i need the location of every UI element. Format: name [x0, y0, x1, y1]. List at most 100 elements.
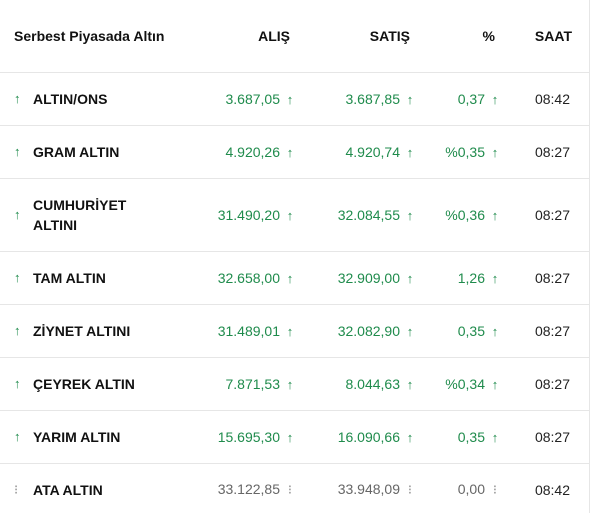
row-name-cell: ⁝ ATA ALTIN: [0, 463, 170, 516]
row-name-cell: ↑ ÇEYREK ALTIN: [0, 357, 170, 410]
table-row[interactable]: ↑ GRAM ALTIN 4.920,26 ↑ 4.920,74 ↑ %0,35 ↑ 08:27: [0, 125, 590, 178]
arrow-up-icon: ↑: [286, 376, 294, 392]
row-percent-value: %0,36: [445, 206, 485, 223]
arrow-up-icon: ↑: [491, 207, 499, 223]
header-sell-label: SATIŞ: [369, 27, 410, 44]
row-percent-cell: 0,35 ↑: [420, 304, 505, 357]
row-buy-value: 15.695,30: [217, 428, 280, 445]
row-name-link[interactable]: ALTIN/ONS: [33, 90, 108, 107]
table-row[interactable]: ↑ TAM ALTIN 32.658,00 ↑ 32.909,00 ↑ 1,26 ↑ 08:27: [0, 251, 590, 304]
row-sell-cell: 3.687,85 ↑: [300, 72, 420, 125]
table-row[interactable]: ↑ YARIM ALTIN 15.695,30 ↑ 16.090,66 ↑ 0,35 ↑ 08:…: [0, 410, 590, 463]
row-percent-cell: %0,35 ↑: [420, 125, 505, 178]
row-time-cell: 08:27: [505, 357, 590, 410]
row-sell-cell: 32.084,55 ↑: [300, 178, 420, 251]
row-name-link[interactable]: ZİYNET ALTINI: [33, 322, 131, 339]
arrow-up-icon: ↑: [286, 207, 294, 223]
row-percent-value: 0,00: [457, 481, 485, 498]
row-name-link[interactable]: GRAM ALTIN: [33, 143, 120, 160]
row-name-link[interactable]: CUMHURİYET ALTINI: [33, 196, 127, 233]
row-time-cell: 08:42: [505, 463, 590, 516]
row-percent-cell: 0,00 ⁝: [420, 463, 505, 516]
row-name-link[interactable]: ÇEYREK ALTIN: [33, 375, 135, 392]
row-percent-value: 0,35: [457, 322, 485, 339]
row-percent-value: 1,26: [457, 269, 485, 286]
row-time-cell: 08:42: [505, 72, 590, 125]
row-sell-value: 32.084,55: [337, 206, 400, 223]
info-dots-icon: ⁝: [492, 482, 498, 498]
row-time-value: 08:27: [534, 428, 570, 445]
row-percent-cell: %0,36 ↑: [420, 178, 505, 251]
arrow-up-icon: ↑: [14, 91, 21, 106]
row-name-cell: ↑ ALTIN/ONS: [0, 72, 170, 125]
arrow-up-icon: ↑: [491, 376, 499, 392]
table-row[interactable]: ↑ CUMHURİYET ALTINI 31.490,20 ↑ 32.084,55 ↑ %0…: [0, 178, 590, 251]
table-row[interactable]: ↑ ALTIN/ONS 3.687,05 ↑ 3.687,85 ↑ 0,37 ↑ 08:42: [0, 72, 590, 125]
header-time-label: SAAT: [534, 27, 572, 44]
row-buy-value: 31.490,20: [217, 206, 280, 223]
row-buy-cell: 15.695,30 ↑: [170, 410, 300, 463]
row-name-cell: ↑ TAM ALTIN: [0, 251, 170, 304]
header-percent-label: %: [482, 27, 495, 44]
row-time-value: 08:27: [534, 375, 570, 392]
header-percent[interactable]: %: [420, 0, 505, 72]
arrow-up-icon: ↑: [286, 429, 294, 445]
row-sell-value: 8.044,63: [345, 375, 401, 392]
arrow-up-icon: ↑: [491, 91, 499, 107]
table-header-row: Serbest Piyasada Altın ALIŞ SATIŞ % SAAT: [0, 0, 590, 72]
arrow-up-icon: ↑: [491, 323, 499, 339]
info-dots-icon: ⁝: [407, 482, 413, 498]
arrow-up-icon: ↑: [286, 270, 294, 286]
row-percent-value: 0,37: [457, 90, 485, 107]
row-time-value: 08:27: [534, 269, 570, 286]
row-buy-value: 4.920,26: [225, 143, 281, 160]
header-buy[interactable]: ALIŞ: [170, 0, 300, 72]
row-buy-value: 31.489,01: [217, 322, 280, 339]
row-time-value: 08:27: [534, 322, 570, 339]
row-sell-cell: 33.948,09 ⁝: [300, 463, 420, 516]
arrow-up-icon: ↑: [14, 429, 21, 444]
arrow-up-icon: ↑: [14, 144, 21, 159]
row-sell-cell: 32.909,00 ↑: [300, 251, 420, 304]
row-percent-value: %0,34: [445, 375, 485, 392]
row-name-link[interactable]: TAM ALTIN: [33, 269, 106, 286]
row-buy-cell: 4.920,26 ↑: [170, 125, 300, 178]
arrow-up-icon: ↑: [406, 270, 414, 286]
row-time-cell: 08:27: [505, 178, 590, 251]
arrow-up-icon: ↑: [286, 91, 294, 107]
row-sell-value: 32.082,90: [337, 322, 400, 339]
row-percent-cell: %0,34 ↑: [420, 357, 505, 410]
header-title: Serbest Piyasada Altın: [14, 27, 165, 44]
arrow-up-icon: ↑: [406, 429, 414, 445]
row-sell-cell: 16.090,66 ↑: [300, 410, 420, 463]
arrow-up-icon: ↑: [406, 323, 414, 339]
row-percent-cell: 0,35 ↑: [420, 410, 505, 463]
row-percent-value: %0,35: [445, 143, 485, 160]
row-name-cell: ↑ ZİYNET ALTINI: [0, 304, 170, 357]
row-buy-value: 7.871,53: [225, 375, 281, 392]
row-name-cell: ↑ YARIM ALTIN: [0, 410, 170, 463]
header-sell[interactable]: SATIŞ: [300, 0, 420, 72]
row-name-link[interactable]: ATA ALTIN: [33, 481, 103, 498]
table-row[interactable]: ↑ ZİYNET ALTINI 31.489,01 ↑ 32.082,90 ↑ 0,35 ↑ 0…: [0, 304, 590, 357]
row-time-value: 08:42: [534, 481, 570, 498]
header-buy-label: ALIŞ: [258, 27, 290, 44]
table-row[interactable]: ⁝ ATA ALTIN 33.122,85 ⁝ 33.948,09 ⁝ 0,00 ⁝ 08:42: [0, 463, 590, 516]
row-percent-cell: 0,37 ↑: [420, 72, 505, 125]
row-buy-cell: 33.122,85 ⁝: [170, 463, 300, 516]
row-time-value: 08:42: [534, 90, 570, 107]
info-dots-icon: ⁝: [287, 482, 293, 498]
row-buy-cell: 32.658,00 ↑: [170, 251, 300, 304]
arrow-up-icon: ↑: [406, 376, 414, 392]
arrow-up-icon: ↑: [406, 91, 414, 107]
arrow-up-icon: ↑: [491, 144, 499, 160]
header-time[interactable]: SAAT: [505, 0, 590, 72]
table-row[interactable]: ↑ ÇEYREK ALTIN 7.871,53 ↑ 8.044,63 ↑ %0,34 ↑ 08:…: [0, 357, 590, 410]
row-name-link[interactable]: YARIM ALTIN: [33, 428, 121, 445]
arrow-up-icon: ↑: [14, 376, 21, 391]
row-sell-cell: 8.044,63 ↑: [300, 357, 420, 410]
arrow-up-icon: ↑: [286, 323, 294, 339]
arrow-up-icon: ↑: [491, 429, 499, 445]
